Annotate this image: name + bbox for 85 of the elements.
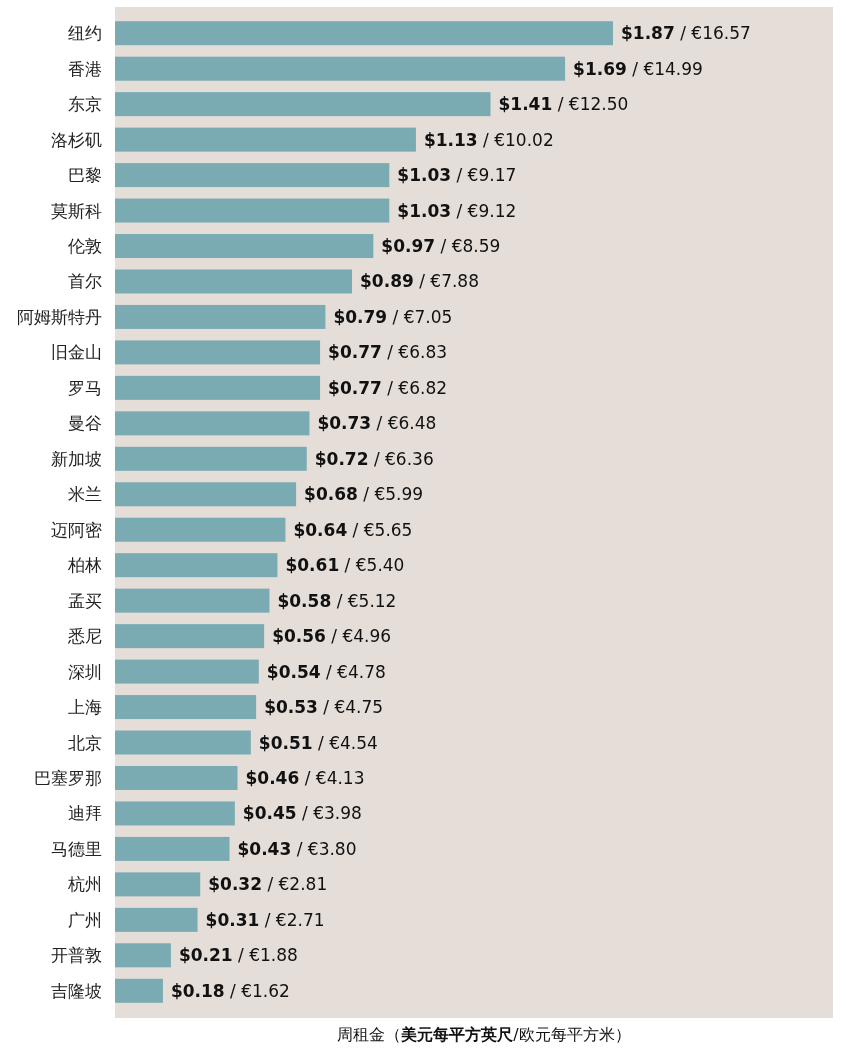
bar (115, 21, 614, 46)
y-tick-label: 香港 (68, 58, 102, 79)
bar (115, 695, 257, 720)
data-label: $0.79 / €7.05 (333, 306, 453, 327)
bar (115, 872, 201, 897)
data-label: $1.87 / €16.57 (621, 23, 751, 44)
data-label: $0.56 / €4.96 (272, 626, 392, 647)
y-tick-label: 纽约 (68, 23, 102, 44)
data-label: $0.31 / €2.71 (205, 909, 325, 930)
data-label: $0.54 / €4.78 (266, 661, 386, 682)
bar (115, 588, 270, 613)
bar (115, 411, 310, 436)
bar (115, 836, 230, 861)
y-tick-label: 迈阿密 (51, 519, 102, 540)
bar (115, 163, 390, 188)
bar (115, 92, 491, 117)
bar (115, 978, 163, 1003)
y-tick-label: 上海 (68, 697, 102, 718)
data-label: $0.32 / €2.81 (208, 874, 328, 895)
data-label: $1.03 / €9.12 (397, 200, 517, 221)
bar (115, 659, 259, 684)
y-tick-label: 杭州 (67, 874, 102, 895)
bar (115, 765, 238, 790)
y-tick-label: 北京 (68, 732, 102, 753)
data-label: $1.69 / €14.99 (573, 58, 703, 79)
y-tick-label: 阿姆斯特丹 (17, 306, 102, 327)
y-tick-label: 深圳 (68, 661, 102, 682)
bar (115, 56, 566, 81)
bar (115, 517, 286, 542)
data-label: $0.72 / €6.36 (314, 448, 434, 469)
bar (115, 375, 321, 400)
y-tick-label: 吉隆坡 (51, 980, 102, 1001)
bar (115, 304, 326, 329)
data-label: $0.51 / €4.54 (258, 732, 378, 753)
bar (115, 234, 374, 259)
y-tick-label: 东京 (68, 94, 102, 115)
data-label: $0.43 / €3.80 (237, 838, 357, 859)
data-label: $1.03 / €9.17 (397, 165, 517, 186)
data-label: $0.77 / €6.82 (328, 377, 448, 398)
bar (115, 340, 321, 365)
data-label: $1.41 / €12.50 (498, 94, 629, 115)
y-tick-label: 巴塞罗那 (34, 767, 102, 788)
bar (115, 446, 307, 471)
bar (115, 624, 265, 649)
bar (115, 482, 297, 507)
y-tick-label: 旧金山 (51, 342, 102, 363)
data-label: $0.46 / €4.13 (245, 767, 365, 788)
data-label: $0.45 / €3.98 (242, 803, 362, 824)
y-tick-label: 罗马 (68, 377, 102, 398)
bar (115, 198, 390, 223)
data-label: $1.13 / €10.02 (423, 129, 554, 150)
y-tick-label: 莫斯科 (51, 200, 102, 221)
y-tick-label: 马德里 (51, 838, 102, 859)
y-tick-label: 新加坡 (51, 448, 102, 469)
data-label: $0.77 / €6.83 (328, 342, 448, 363)
y-tick-label: 迪拜 (68, 803, 102, 824)
y-tick-label: 开普敦 (51, 945, 102, 966)
y-tick-label: 巴黎 (68, 165, 102, 186)
bar (115, 943, 171, 968)
y-tick-label: 米兰 (68, 484, 102, 505)
y-tick-label: 悉尼 (67, 626, 102, 647)
data-label: $0.68 / €5.99 (304, 484, 424, 505)
y-tick-label: 柏林 (67, 555, 102, 576)
y-tick-label: 广州 (68, 909, 102, 930)
bar (115, 730, 251, 755)
data-label: $0.58 / €5.12 (277, 590, 397, 611)
y-tick-label: 首尔 (68, 271, 102, 292)
bar (115, 553, 278, 578)
data-label: $0.97 / €8.59 (381, 236, 501, 257)
data-label: $0.53 / €4.75 (264, 697, 384, 718)
y-tick-label: 洛杉矶 (51, 129, 102, 150)
y-tick-label: 伦敦 (68, 236, 102, 257)
bar (115, 269, 353, 294)
x-axis-title: 周租金（美元每平方英尺/欧元每平方米） (337, 1025, 631, 1044)
bar (115, 801, 235, 826)
bar (115, 127, 416, 152)
data-label: $0.18 / €1.62 (170, 980, 290, 1001)
data-label: $0.89 / €7.88 (360, 271, 479, 292)
data-label: $0.64 / €5.65 (293, 519, 413, 540)
y-tick-label: 曼谷 (68, 413, 102, 434)
data-label: $0.73 / €6.48 (317, 413, 437, 434)
bar (115, 907, 198, 932)
data-label: $0.21 / €1.88 (178, 945, 298, 966)
data-label: $0.61 / €5.40 (285, 555, 405, 576)
y-tick-label: 孟买 (68, 590, 102, 611)
